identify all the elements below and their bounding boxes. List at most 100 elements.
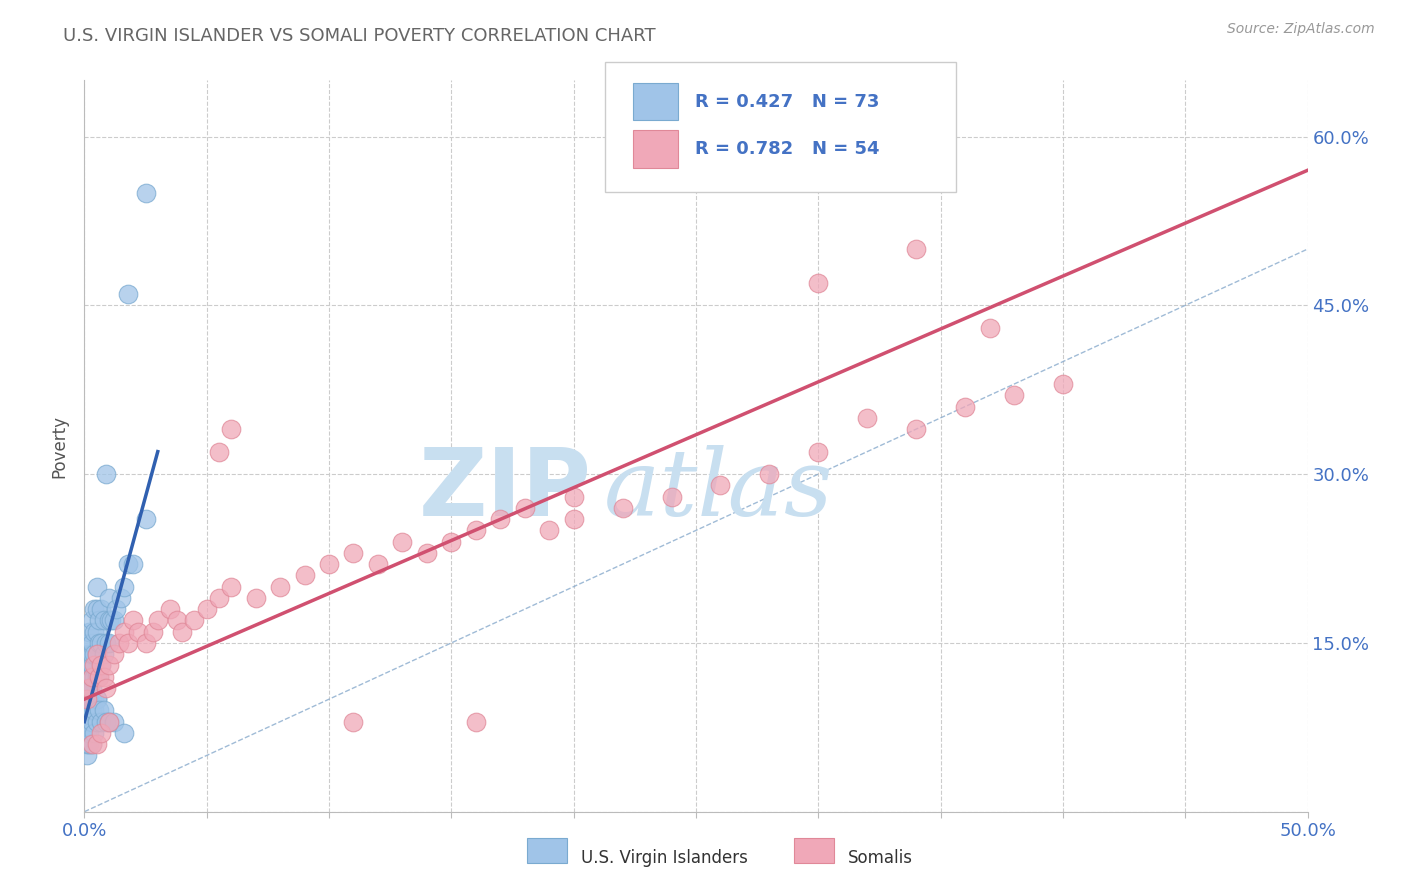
Point <box>245 591 267 605</box>
Point <box>93 703 115 717</box>
Point <box>90 636 112 650</box>
Point <box>86 670 108 684</box>
Point <box>117 557 139 571</box>
Point <box>83 647 105 661</box>
Point <box>135 636 157 650</box>
Point <box>77 714 100 729</box>
Point <box>80 681 103 695</box>
Point <box>953 400 976 414</box>
Point <box>219 422 242 436</box>
Point <box>80 614 103 628</box>
Point <box>208 591 231 605</box>
Point <box>464 714 486 729</box>
Point <box>208 444 231 458</box>
Point <box>77 692 100 706</box>
Point <box>76 737 98 751</box>
Text: atlas: atlas <box>605 445 834 535</box>
Point <box>76 681 98 695</box>
Point <box>83 602 105 616</box>
Text: Source: ZipAtlas.com: Source: ZipAtlas.com <box>1227 22 1375 37</box>
Point <box>80 636 103 650</box>
Point <box>112 624 135 639</box>
Point <box>76 748 98 763</box>
Point <box>83 624 105 639</box>
Point <box>195 602 218 616</box>
Point <box>117 636 139 650</box>
Point <box>77 647 100 661</box>
Point <box>112 580 135 594</box>
Point <box>93 647 115 661</box>
Point <box>97 714 120 729</box>
Point <box>1052 377 1074 392</box>
Point <box>135 512 157 526</box>
Point <box>538 524 561 538</box>
Point <box>77 681 100 695</box>
Point <box>76 647 98 661</box>
Point <box>96 714 118 729</box>
Point <box>77 737 100 751</box>
Point <box>83 658 105 673</box>
Point <box>80 737 103 751</box>
Point <box>166 614 188 628</box>
Point <box>464 524 486 538</box>
Point <box>86 737 108 751</box>
Point <box>96 467 118 482</box>
Point <box>76 658 98 673</box>
Point <box>513 500 536 515</box>
Point <box>142 624 165 639</box>
Point <box>97 614 120 628</box>
Point <box>83 703 105 717</box>
Point <box>87 670 110 684</box>
Point <box>107 636 129 650</box>
Point <box>76 714 98 729</box>
Point <box>905 422 928 436</box>
Point <box>135 186 157 200</box>
Point <box>80 703 103 717</box>
Point <box>112 726 135 740</box>
Point <box>159 602 181 616</box>
Point <box>127 624 149 639</box>
Point <box>93 670 115 684</box>
Point <box>342 714 364 729</box>
Point <box>80 670 103 684</box>
Point <box>80 647 103 661</box>
Point <box>122 614 145 628</box>
Point <box>87 636 110 650</box>
Point <box>661 490 683 504</box>
Point <box>709 478 731 492</box>
Point <box>87 670 110 684</box>
Text: Somalis: Somalis <box>848 849 912 867</box>
Point <box>86 624 108 639</box>
Point <box>342 546 364 560</box>
Point <box>76 692 98 706</box>
Point <box>77 681 100 695</box>
Point <box>96 681 118 695</box>
Point <box>807 276 830 290</box>
Point <box>367 557 389 571</box>
Point <box>77 624 100 639</box>
Point <box>90 658 112 673</box>
Point <box>86 692 108 706</box>
Point <box>562 512 585 526</box>
Point <box>100 614 122 628</box>
Point <box>856 410 879 425</box>
Point <box>86 580 108 594</box>
Point <box>90 658 112 673</box>
Point <box>90 602 112 616</box>
Point <box>80 658 103 673</box>
Point <box>86 692 108 706</box>
Text: R = 0.427   N = 73: R = 0.427 N = 73 <box>695 93 879 111</box>
Point <box>93 614 115 628</box>
Point <box>83 726 105 740</box>
Point <box>97 714 120 729</box>
Point <box>807 444 830 458</box>
Point <box>80 692 103 706</box>
Point <box>80 714 103 729</box>
Y-axis label: Poverty: Poverty <box>51 415 69 477</box>
Point <box>97 658 120 673</box>
Point <box>122 557 145 571</box>
Point <box>489 512 512 526</box>
Point <box>146 614 169 628</box>
Point <box>76 692 98 706</box>
Point <box>103 647 125 661</box>
